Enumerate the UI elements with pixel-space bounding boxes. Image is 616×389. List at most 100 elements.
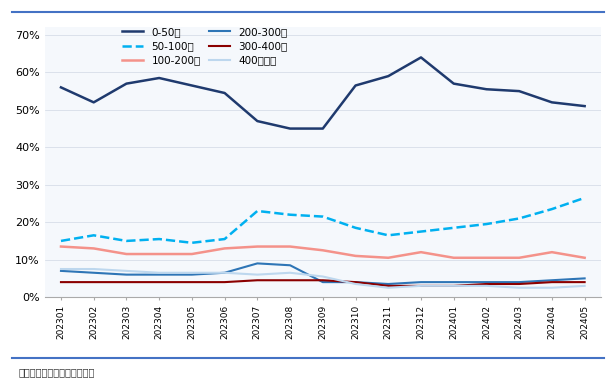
300-400元: [123, 280, 130, 284]
Line: 400元以上: 400元以上: [61, 269, 585, 288]
200-300元: [57, 268, 65, 273]
300-400元: [221, 280, 229, 284]
0-50元: [286, 126, 294, 131]
100-200元: [254, 244, 261, 249]
0-50元: [352, 83, 359, 88]
300-400元: [352, 280, 359, 284]
400元以上: [57, 267, 65, 272]
100-200元: [57, 244, 65, 249]
400元以上: [286, 270, 294, 275]
0-50元: [90, 100, 97, 105]
200-300元: [516, 280, 523, 284]
50-100元: [90, 233, 97, 238]
200-300元: [286, 263, 294, 268]
400元以上: [319, 274, 326, 279]
200-300元: [352, 280, 359, 284]
400元以上: [483, 284, 490, 288]
50-100元: [254, 209, 261, 213]
50-100元: [221, 237, 229, 242]
300-400元: [384, 284, 392, 288]
100-200元: [90, 246, 97, 251]
0-50元: [450, 81, 458, 86]
400元以上: [254, 272, 261, 277]
300-400元: [254, 278, 261, 282]
50-100元: [155, 237, 163, 242]
200-300元: [450, 280, 458, 284]
400元以上: [155, 270, 163, 275]
100-200元: [450, 256, 458, 260]
300-400元: [319, 278, 326, 282]
300-400元: [548, 280, 556, 284]
100-200元: [319, 248, 326, 252]
0-50元: [384, 74, 392, 79]
0-50元: [221, 91, 229, 95]
0-50元: [581, 104, 588, 109]
200-300元: [254, 261, 261, 266]
50-100元: [548, 207, 556, 212]
100-200元: [384, 256, 392, 260]
400元以上: [384, 286, 392, 290]
100-200元: [352, 254, 359, 258]
50-100元: [352, 226, 359, 230]
100-200元: [581, 256, 588, 260]
300-400元: [483, 282, 490, 286]
0-50元: [188, 83, 196, 88]
0-50元: [123, 81, 130, 86]
Line: 300-400元: 300-400元: [61, 280, 585, 286]
200-300元: [581, 276, 588, 281]
200-300元: [384, 282, 392, 286]
400元以上: [123, 268, 130, 273]
0-50元: [548, 100, 556, 105]
200-300元: [123, 272, 130, 277]
300-400元: [57, 280, 65, 284]
100-200元: [483, 256, 490, 260]
300-400元: [417, 284, 424, 288]
0-50元: [483, 87, 490, 91]
400元以上: [221, 270, 229, 275]
Line: 50-100元: 50-100元: [61, 198, 585, 243]
100-200元: [155, 252, 163, 256]
200-300元: [483, 280, 490, 284]
100-200元: [548, 250, 556, 254]
0-50元: [516, 89, 523, 93]
100-200元: [516, 256, 523, 260]
50-100元: [123, 238, 130, 243]
100-200元: [286, 244, 294, 249]
400元以上: [516, 286, 523, 290]
400元以上: [90, 267, 97, 272]
400元以上: [417, 284, 424, 288]
400元以上: [548, 286, 556, 290]
0-50元: [319, 126, 326, 131]
0-50元: [254, 119, 261, 123]
Line: 100-200元: 100-200元: [61, 247, 585, 258]
0-50元: [417, 55, 424, 60]
300-400元: [286, 278, 294, 282]
50-100元: [319, 214, 326, 219]
Line: 200-300元: 200-300元: [61, 263, 585, 284]
200-300元: [319, 280, 326, 284]
0-50元: [57, 85, 65, 90]
400元以上: [450, 284, 458, 288]
100-200元: [221, 246, 229, 251]
400元以上: [188, 270, 196, 275]
200-300元: [90, 270, 97, 275]
100-200元: [123, 252, 130, 256]
0-50元: [155, 76, 163, 81]
200-300元: [417, 280, 424, 284]
50-100元: [417, 229, 424, 234]
50-100元: [483, 222, 490, 226]
50-100元: [384, 233, 392, 238]
200-300元: [221, 270, 229, 275]
300-400元: [155, 280, 163, 284]
Legend: 0-50元, 50-100元, 100-200元, 200-300元, 300-400元, 400元以上: 0-50元, 50-100元, 100-200元, 200-300元, 300-…: [122, 27, 287, 66]
200-300元: [548, 278, 556, 282]
50-100元: [450, 226, 458, 230]
50-100元: [188, 240, 196, 245]
300-400元: [450, 284, 458, 288]
300-400元: [516, 282, 523, 286]
Text: 资料来源：煎厄炉、华泰研究: 资料来源：煎厄炉、华泰研究: [18, 367, 95, 377]
Line: 0-50元: 0-50元: [61, 58, 585, 129]
200-300元: [155, 272, 163, 277]
300-400元: [90, 280, 97, 284]
100-200元: [417, 250, 424, 254]
